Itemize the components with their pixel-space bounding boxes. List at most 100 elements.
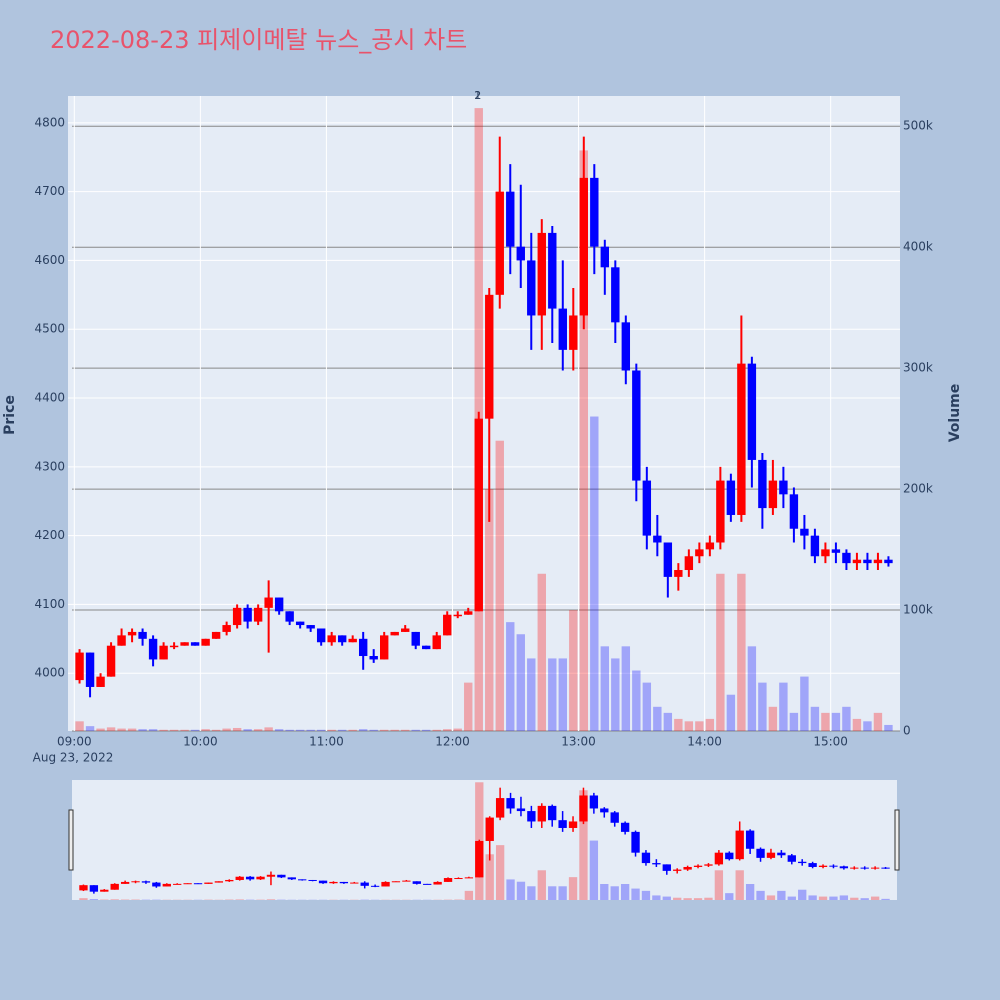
volume-bar	[201, 729, 210, 731]
candle-body	[348, 638, 357, 643]
candle-body	[232, 607, 242, 626]
mini-volume-bar	[829, 896, 838, 900]
mini-volume-bar	[485, 854, 494, 900]
volume-bar	[306, 729, 315, 731]
mini-candle-body	[527, 811, 536, 822]
mini-candle-body	[735, 830, 744, 860]
y2-tick-label: 400k	[903, 240, 933, 254]
y-tick-label: 4100	[34, 597, 65, 611]
mini-volume-bar	[579, 790, 588, 900]
candle-body	[569, 315, 578, 350]
mini-candle-body	[318, 880, 328, 884]
mini-candle-body	[870, 867, 880, 869]
mini-candle-body	[298, 879, 307, 881]
mini-candle-body	[485, 817, 494, 841]
mini-candle-body	[787, 855, 796, 862]
candle-body	[190, 642, 200, 646]
volume-bar	[852, 718, 862, 731]
candle-body	[358, 638, 368, 657]
mini-candle-body	[360, 882, 369, 886]
mini-candle-body	[475, 840, 484, 878]
volume-bar	[348, 729, 357, 731]
mini-candle-body	[516, 808, 526, 812]
candle-body	[422, 645, 431, 650]
y-tick-label: 4600	[34, 253, 65, 267]
mini-volume-bar	[548, 886, 557, 900]
candle-body	[316, 628, 326, 643]
volume-bar	[211, 729, 221, 731]
volume-bar	[779, 682, 788, 731]
x-tick-label: 11:00	[309, 735, 344, 749]
candle-body	[485, 294, 494, 419]
volume-bar	[726, 694, 736, 731]
mini-volume-bar	[110, 899, 119, 900]
volume-bar	[169, 729, 179, 731]
volume-bar	[653, 706, 662, 731]
candle-body	[863, 559, 872, 564]
x-sublabel: Aug 23, 2022	[33, 751, 114, 765]
mini-candle-body	[120, 881, 130, 884]
mini-volume-bar	[714, 870, 724, 900]
candle-body	[642, 480, 652, 536]
volume-bar	[138, 729, 147, 731]
mini-candle-body	[464, 877, 474, 879]
candle-body	[537, 232, 546, 316]
candle-body	[621, 322, 631, 371]
slider-handle-left[interactable]	[68, 809, 74, 871]
volume-bar	[737, 573, 746, 731]
mini-volume-bar	[235, 899, 244, 900]
slider-handle-right[interactable]	[894, 809, 900, 871]
volume-bar	[558, 658, 567, 731]
mini-candle-body	[725, 852, 734, 860]
candle-body	[747, 363, 757, 460]
candle-body	[516, 246, 525, 261]
volume-bar	[243, 729, 252, 731]
volume-bar	[705, 718, 715, 731]
range-slider[interactable]	[72, 780, 897, 900]
candle-body	[506, 191, 515, 247]
volume-bar	[495, 440, 504, 731]
mini-candle-body	[620, 822, 630, 832]
volume-bar	[485, 489, 494, 731]
volume-bar	[611, 658, 620, 731]
range-slider-marks	[79, 782, 890, 900]
mini-volume-bar	[735, 870, 744, 900]
volume-bar	[506, 622, 515, 731]
mini-candle-body	[183, 883, 192, 885]
mini-volume-bar	[266, 899, 276, 900]
mini-candle-body	[839, 866, 849, 869]
mini-candle-body	[443, 878, 453, 882]
mini-candle-body	[225, 879, 234, 882]
mini-candle-body	[506, 798, 515, 809]
mini-candle-body	[662, 864, 671, 871]
mini-candle-body	[850, 867, 859, 869]
mini-volume-bar	[839, 895, 849, 900]
candle-body	[548, 232, 557, 309]
candle-body	[390, 631, 399, 636]
chart-title: 2022-08-23 피제이메탈 뉴스_공시 차트	[50, 26, 467, 54]
candle-body	[758, 459, 767, 509]
volume-bar	[789, 712, 799, 731]
candle-body	[201, 638, 210, 646]
candle-body	[222, 625, 231, 632]
mini-volume-bar	[516, 881, 526, 900]
candle-body	[663, 542, 673, 577]
mini-volume-bar	[631, 888, 640, 900]
volume-bar	[600, 646, 610, 731]
candle-body	[852, 559, 862, 564]
mini-candle-body	[277, 874, 286, 878]
volume-bar	[716, 573, 725, 731]
mini-candle-body	[110, 883, 119, 890]
mini-candle-body	[808, 863, 817, 867]
candle-body	[464, 611, 473, 615]
mini-volume-bar	[673, 897, 682, 900]
mini-candle-body	[131, 881, 140, 883]
candle-body	[243, 607, 252, 622]
y-tick-label: 4500	[34, 322, 65, 336]
mini-volume-bar	[600, 884, 609, 900]
candle-body	[495, 191, 504, 295]
mini-candle-body	[589, 795, 599, 809]
candle-body	[285, 611, 294, 622]
candle-body	[169, 645, 179, 648]
marks	[75, 108, 893, 732]
